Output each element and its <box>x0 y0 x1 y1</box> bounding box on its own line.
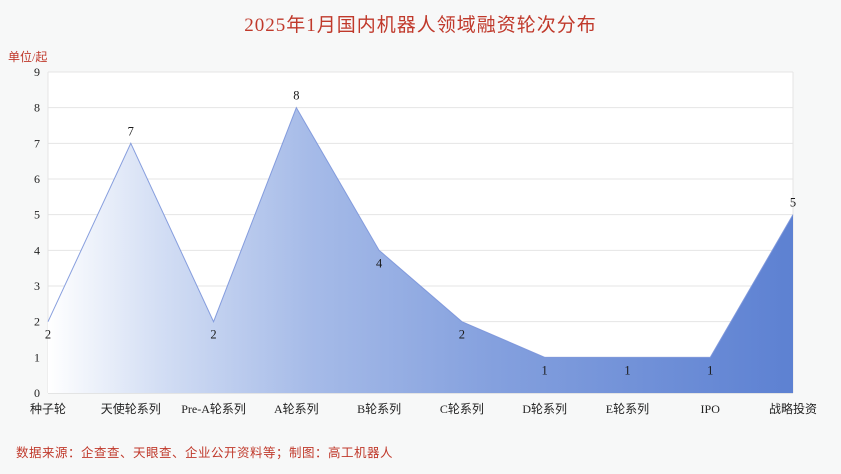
x-category-label: 战略投资 <box>769 401 817 416</box>
x-category-label: 天使轮系列 <box>101 401 161 416</box>
value-label: 1 <box>707 363 713 377</box>
y-tick-label: 7 <box>34 136 40 150</box>
x-category-label: E轮系列 <box>606 402 649 416</box>
value-label: 2 <box>459 328 465 342</box>
y-tick-label: 1 <box>34 350 40 364</box>
y-tick-label: 9 <box>34 65 40 79</box>
y-tick-label: 3 <box>34 279 40 293</box>
value-label: 2 <box>45 328 51 342</box>
chart-title: 2025年1月国内机器人领域融资轮次分布 <box>244 15 597 36</box>
value-label: 1 <box>542 363 548 377</box>
x-category-label: Pre-A轮系列 <box>181 402 246 416</box>
y-tick-label: 4 <box>34 243 40 257</box>
value-label: 7 <box>128 124 134 138</box>
y-tick-label: 8 <box>34 101 40 115</box>
x-category-label: A轮系列 <box>274 402 319 416</box>
y-tick-label: 2 <box>34 315 40 329</box>
value-label: 4 <box>376 256 383 270</box>
x-category-label: B轮系列 <box>357 402 401 416</box>
y-tick-label: 5 <box>34 208 40 222</box>
y-tick-label: 0 <box>34 386 40 400</box>
y-tick-label: 6 <box>34 172 40 186</box>
value-label: 5 <box>790 196 796 210</box>
area-edge-line <box>47 106 794 358</box>
y-axis-unit-label: 单位/起 <box>8 50 48 64</box>
value-label: 2 <box>210 328 216 342</box>
value-label: 8 <box>293 89 299 103</box>
data-source-note: 数据来源：企查查、天眼查、企业公开资料等；制图：高工机器人 <box>16 446 394 460</box>
value-label: 1 <box>624 363 630 377</box>
x-category-label: C轮系列 <box>440 402 484 416</box>
area-series <box>48 107 793 394</box>
x-category-label: D轮系列 <box>522 402 567 416</box>
x-category-label: 种子轮 <box>30 402 66 416</box>
x-category-label: IPO <box>701 402 721 416</box>
